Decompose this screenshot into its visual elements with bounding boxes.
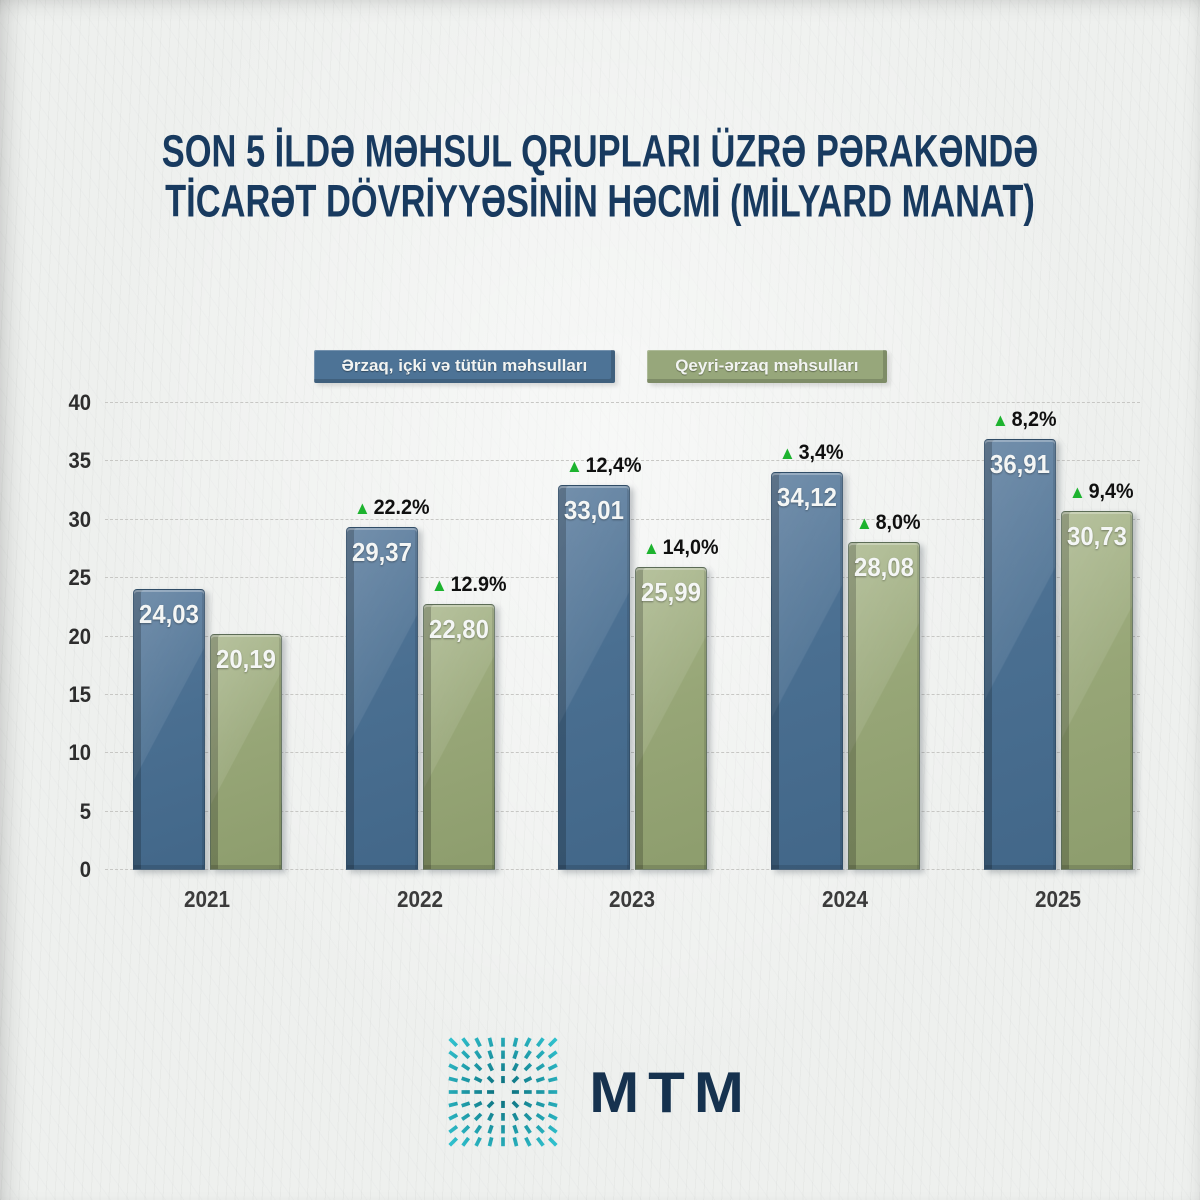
growth-label: ▲ 8,2% [992,408,1057,432]
bar-food-2023: 33,01 [558,484,630,870]
bar-value-label: 36,91 [990,449,1050,480]
up-triangle-icon: ▲ [354,498,371,519]
bar-food-2025: 36,91 [984,439,1056,870]
x-axis-label-2023: 2023 [608,886,656,912]
x-axis-label-2022: 2022 [396,886,444,912]
up-triangle-icon: ▲ [431,574,448,595]
bar-nonfood-2021: 20,19 [210,634,282,870]
mtm-starburst-icon [448,1037,558,1147]
bar-nonfood-2022: 22,80 [423,603,495,870]
bar-value-label: 25,99 [641,576,701,607]
up-triangle-icon: ▲ [856,513,873,534]
up-triangle-icon: ▲ [1069,482,1086,503]
y-axis-tick-label: 40 [68,390,91,415]
legend-item-nonfood: Qeyri-ərzaq məhsulları [647,350,887,383]
growth-percent-text: 9,4% [1088,480,1134,504]
growth-label: ▲ 3,4% [779,441,844,465]
up-triangle-icon: ▲ [779,442,796,463]
bar-nonfood-2023: 25,99 [635,566,707,870]
bar-value-label: 22,80 [429,613,489,644]
growth-label: ▲ 9,4% [1069,480,1134,504]
y-axis-tick-label: 35 [68,448,91,474]
growth-label: ▲ 12.9% [431,573,507,597]
growth-percent-text: 8,2% [1011,408,1057,432]
bar-food-2021: 24,03 [133,589,205,870]
growth-percent-text: 3,4% [798,440,844,464]
bar-food-2024: 34,12 [771,471,843,870]
footer-logo: MTM [0,1036,1200,1148]
plot-area: 0 5 10 15 20 25 30 35 40 24,03 20,19 2021 29,37 ▲ 22.2… [68,390,1140,912]
bar-value-label: 33,01 [564,494,624,525]
y-axis-tick-label: 25 [68,565,91,591]
legend-item-food: Ərzaq, içki və tütün məhsulları [313,350,616,383]
y-axis-tick-label: 10 [68,740,91,766]
growth-percent-text: 12.9% [450,572,507,596]
growth-label: ▲ 12,4% [566,454,642,478]
bar-value-label: 30,73 [1067,521,1127,552]
bar-food-2022: 29,37 [346,527,418,870]
bar-value-label: 29,37 [352,537,412,568]
bar-nonfood-2024: 28,08 [848,542,920,870]
bar-nonfood-2025: 30,73 [1061,511,1133,870]
x-axis-label-2025: 2025 [1034,886,1082,912]
up-triangle-icon: ▲ [643,537,660,558]
up-triangle-icon: ▲ [566,455,583,476]
y-axis-tick-label: 30 [68,506,91,532]
y-axis-tick-label: 0 [79,857,91,882]
bar-value-label: 28,08 [854,552,914,583]
grid-line [105,460,1140,462]
x-axis-label-2024: 2024 [821,886,869,912]
legend: Ərzaq, içki və tütün məhsulları Qeyri-ər… [0,350,1200,383]
bar-value-label: 24,03 [139,599,199,630]
up-triangle-icon: ▲ [992,410,1009,431]
grid-line [105,402,1140,403]
chart-title: SON 5 İLDƏ MƏHSUL QRUPLARI ÜZRƏ PƏRAKƏND… [0,125,1200,227]
y-axis-tick-label: 20 [68,623,91,649]
y-axis-tick-label: 15 [68,681,91,707]
logo-text: MTM [589,1059,753,1125]
bar-value-label: 34,12 [777,481,837,512]
chart-title-line2: TİCARƏT DÖVRİYYƏSİNİN HƏCMİ (MİLYARD MAN… [165,175,1035,227]
growth-label: ▲ 22.2% [354,496,430,520]
bar-value-label: 20,19 [216,644,276,675]
x-axis-label-2021: 2021 [183,886,231,912]
growth-label: ▲ 8,0% [856,511,921,535]
growth-label: ▲ 14,0% [643,536,719,560]
growth-percent-text: 8,0% [875,511,921,535]
grid-line [105,869,1140,870]
chart-title-line1: SON 5 İLDƏ MƏHSUL QRUPLARI ÜZRƏ PƏRAKƏND… [161,125,1039,177]
y-axis-tick-label: 5 [79,798,91,824]
growth-percent-text: 22.2% [373,496,430,520]
growth-percent-text: 12,4% [585,453,642,477]
growth-percent-text: 14,0% [662,535,719,559]
